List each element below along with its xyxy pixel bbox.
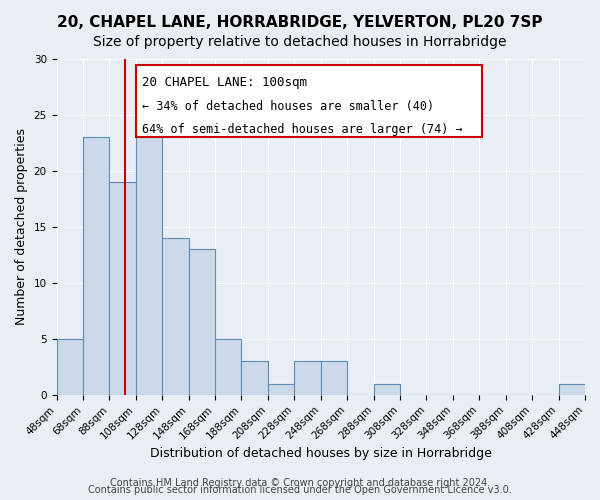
Bar	[241, 362, 268, 395]
Bar	[559, 384, 585, 395]
Bar	[188, 250, 215, 395]
Text: Contains public sector information licensed under the Open Government Licence v3: Contains public sector information licen…	[88, 485, 512, 495]
Bar	[136, 115, 162, 395]
Bar	[215, 339, 241, 395]
Text: 64% of semi-detached houses are larger (74) →: 64% of semi-detached houses are larger (…	[142, 123, 463, 136]
Bar	[162, 238, 188, 395]
Bar	[295, 362, 321, 395]
Bar	[321, 362, 347, 395]
Text: Size of property relative to detached houses in Horrabridge: Size of property relative to detached ho…	[93, 35, 507, 49]
Text: 20 CHAPEL LANE: 100sqm: 20 CHAPEL LANE: 100sqm	[142, 76, 307, 89]
Y-axis label: Number of detached properties: Number of detached properties	[15, 128, 28, 326]
Bar	[374, 384, 400, 395]
Bar	[56, 339, 83, 395]
Bar	[268, 384, 295, 395]
Text: ← 34% of detached houses are smaller (40): ← 34% of detached houses are smaller (40…	[142, 100, 434, 114]
Bar	[109, 182, 136, 395]
Text: 20, CHAPEL LANE, HORRABRIDGE, YELVERTON, PL20 7SP: 20, CHAPEL LANE, HORRABRIDGE, YELVERTON,…	[57, 15, 543, 30]
Text: Contains HM Land Registry data © Crown copyright and database right 2024.: Contains HM Land Registry data © Crown c…	[110, 478, 490, 488]
FancyBboxPatch shape	[136, 64, 482, 138]
Bar	[83, 138, 109, 395]
X-axis label: Distribution of detached houses by size in Horrabridge: Distribution of detached houses by size …	[150, 447, 492, 460]
